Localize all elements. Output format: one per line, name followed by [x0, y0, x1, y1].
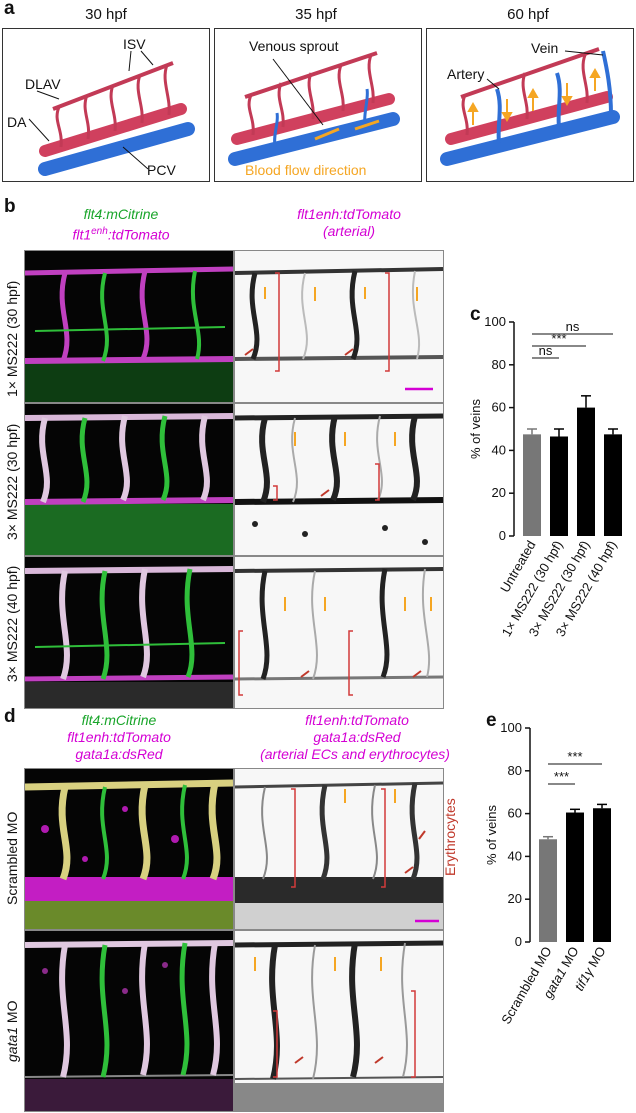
bar [539, 839, 557, 942]
panel-d-head-right-2: gata1a:dsRed [313, 729, 401, 745]
row-label-3x-40: 3× MS222 (40 hpf) [4, 565, 20, 682]
schematic-30hpf: DLAV ISV DA PCV [2, 28, 210, 182]
label-dlav: DLAV [25, 76, 61, 92]
panel-d-head-right-1: flt1enh:tdTomato [305, 712, 409, 728]
label-da: DA [7, 114, 27, 130]
label-pcv: PCV [147, 162, 176, 178]
y-tick-label: 80 [492, 357, 506, 372]
y-tick-label: 40 [508, 848, 522, 863]
micrograph-d-scrambled-merged [24, 768, 234, 930]
panel-b-head-right-2: (arterial) [322, 223, 376, 239]
y-axis-label: % of veins [468, 399, 483, 459]
y-tick-label: 100 [500, 720, 522, 735]
bar [577, 407, 595, 536]
micrograph-b-3x40-arterial [234, 556, 444, 709]
significance-label: *** [554, 769, 569, 784]
panel-a-label: a [4, 0, 15, 19]
label-artery: Artery [447, 66, 484, 82]
panel-b-head-left-1: flt4:mCitrine [83, 206, 159, 222]
micrograph-d-gata1-arterial [234, 930, 444, 1112]
significance-label: *** [567, 749, 582, 764]
micrograph-b-3x30-merged [24, 403, 234, 556]
stage-30hpf: 30 hpf [85, 6, 127, 23]
y-tick-label: 60 [492, 400, 506, 415]
panel-d-head-left-2: flt1enh:tdTomato [67, 729, 171, 745]
micrograph-b-3x40-merged [24, 556, 234, 709]
bar [550, 436, 568, 536]
panel-d-head-left-3: gata1a:dsRed [75, 746, 163, 762]
significance-label: *** [551, 331, 566, 346]
label-isv: ISV [123, 36, 146, 52]
stage-35hpf: 35 hpf [295, 6, 337, 23]
significance-label: ns [539, 343, 553, 358]
bar [566, 812, 584, 942]
row-label-gata1: gata1 MO [4, 1000, 20, 1063]
panel-e-label: e [486, 710, 497, 731]
label-vein: Vein [531, 40, 558, 56]
row-label-scrambled: Scrambled MO [4, 811, 20, 905]
schematic-35hpf: Venous sprout Blood flow direction [214, 28, 422, 182]
micrograph-b-3x30-arterial [234, 403, 444, 556]
bar [604, 434, 622, 536]
y-tick-label: 20 [508, 891, 522, 906]
micrograph-d-scrambled-arterial [234, 768, 444, 930]
panel-b-head-right-1: flt1enh:tdTomato [297, 206, 401, 222]
micrograph-b-1x-merged [24, 250, 234, 403]
label-blood-flow: Blood flow direction [245, 162, 366, 178]
panel-d-label: d [4, 706, 16, 727]
y-tick-label: 80 [508, 763, 522, 778]
stage-60hpf: 60 hpf [507, 6, 549, 23]
erythrocytes-label: Erythrocytes [442, 798, 458, 876]
y-tick-label: 0 [499, 528, 506, 543]
y-tick-label: 0 [515, 934, 522, 949]
panel-d-head-right-3: (arterial ECs and erythrocytes) [260, 746, 450, 762]
bar [523, 434, 541, 536]
row-label-3x-30: 3× MS222 (30 hpf) [4, 423, 20, 540]
y-tick-label: 100 [484, 314, 506, 329]
panel-b-label: b [4, 196, 16, 217]
micrograph-b-1x-arterial [234, 250, 444, 403]
y-tick-label: 20 [492, 485, 506, 500]
y-axis-label: % of veins [484, 805, 499, 865]
schematic-60hpf: Artery Vein [426, 28, 634, 182]
panel-b-head-left-2: flt1enh:tdTomato [72, 226, 170, 243]
panel-c-label: c [470, 304, 481, 325]
micrograph-d-gata1-merged [24, 930, 234, 1112]
panel-d-head-left-1: flt4:mCitrine [81, 712, 157, 728]
label-venous-sprout: Venous sprout [249, 38, 339, 54]
significance-label: ns [566, 319, 580, 334]
y-tick-label: 40 [492, 442, 506, 457]
row-label-1x-30: 1× MS222 (30 hpf) [4, 280, 20, 397]
bar [593, 808, 611, 942]
y-tick-label: 60 [508, 806, 522, 821]
